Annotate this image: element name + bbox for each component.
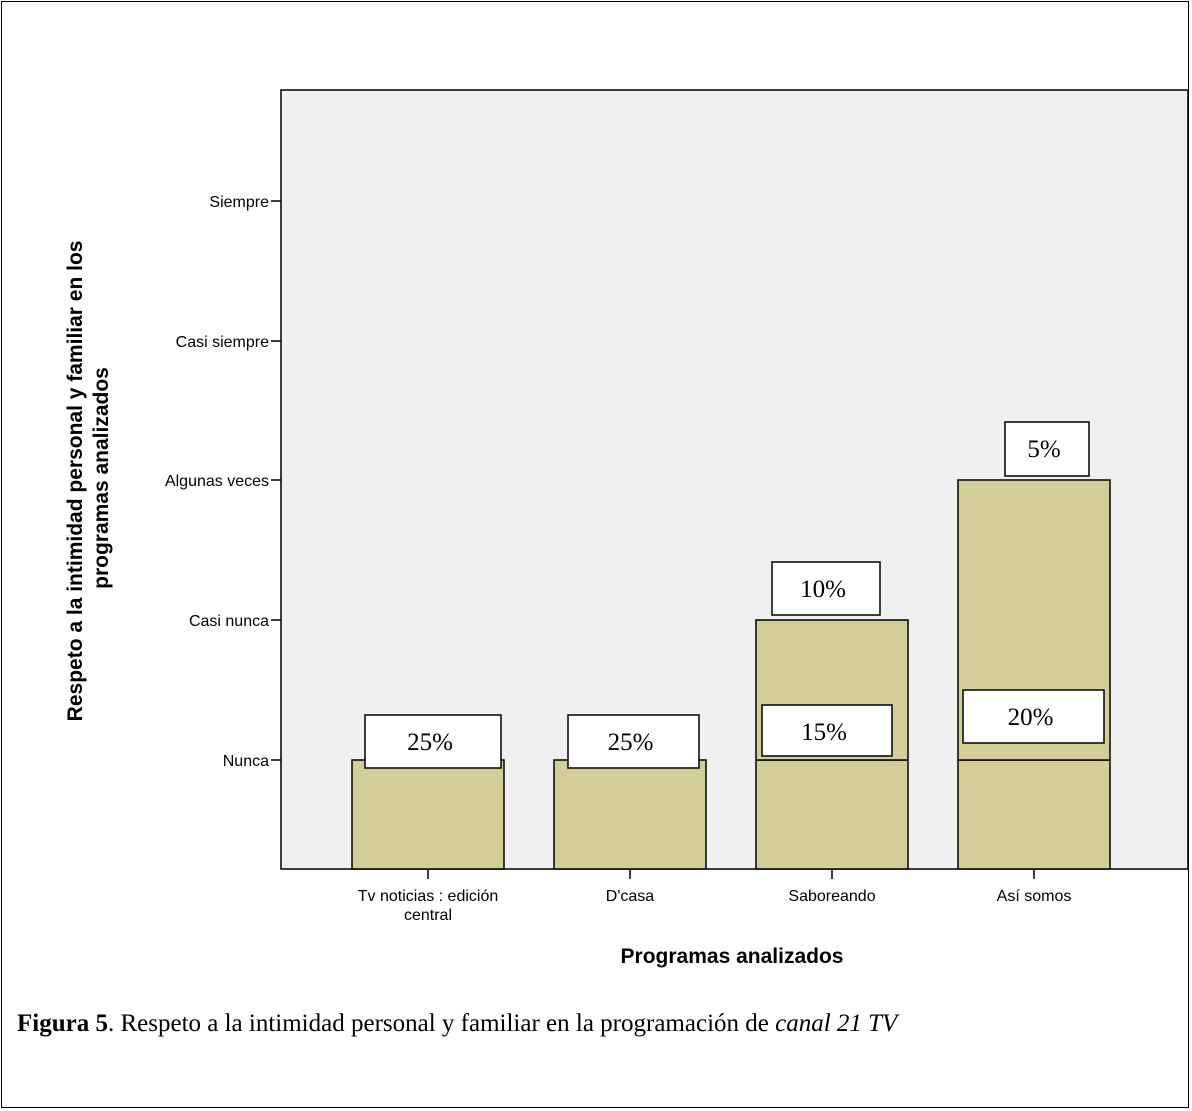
bar-chart: Nunca Casi nunca Algunas veces Casi siempre…: [64, 89, 1189, 968]
x-tick-label-line2: central: [404, 907, 452, 924]
y-tick-label: Siempre: [209, 194, 269, 211]
percent-label: 5%: [1027, 436, 1060, 463]
y-axis-ticks: Nunca Casi nunca Algunas veces Casi siempre…: [165, 194, 281, 770]
percent-label-box: [962, 689, 1105, 744]
bars: [351, 479, 1111, 870]
y-tick-label: Casi nunca: [189, 613, 269, 630]
caption-text: . Respeto a la intimidad personal y fami…: [107, 1010, 776, 1037]
caption-emphasis: canal 21 TV: [775, 1010, 898, 1037]
bar-segment: [755, 759, 909, 870]
figure-caption: Figura 5. Respeto a la intimidad persona…: [17, 1010, 897, 1038]
percent-label-box: [771, 561, 881, 616]
bar-segment: [957, 759, 1111, 870]
y-tick-label: Nunca: [223, 753, 269, 770]
percent-label: 25%: [608, 729, 654, 756]
percent-label: 25%: [407, 729, 453, 756]
y-axis-title-line2: programas analizados: [90, 367, 113, 589]
percent-labels: 25% 25% 15% 10% 20% 5%: [364, 421, 1105, 769]
percent-label-box: [364, 714, 502, 769]
y-tick-label: Casi siempre: [176, 334, 269, 351]
percent-label: 20%: [1008, 704, 1054, 731]
caption-label: Figura 5: [17, 1010, 108, 1037]
percent-label: 10%: [800, 576, 846, 603]
percent-label-box: [761, 704, 893, 757]
bar-segment: [351, 759, 505, 870]
y-tick-label: Algunas veces: [165, 473, 269, 490]
percent-label-box: [567, 714, 700, 769]
x-tick-label: Así somos: [997, 888, 1072, 905]
y-axis-title-line1: Respeto a la intimidad personal y famili…: [64, 241, 87, 722]
x-tick-label: D'casa: [606, 888, 655, 905]
percent-label-box: [1004, 421, 1090, 477]
x-tick-label: Tv noticias : edición: [358, 888, 499, 905]
x-tick-label: Saboreando: [788, 888, 875, 905]
percent-label: 15%: [801, 719, 847, 746]
x-axis-ticks: Tv noticias : edición central D'casa Sabore…: [358, 869, 1072, 924]
x-axis-title: Programas analizados: [621, 945, 844, 968]
y-axis-title: Respeto a la intimidad personal y famili…: [64, 235, 113, 722]
bar-segment: [553, 759, 707, 870]
